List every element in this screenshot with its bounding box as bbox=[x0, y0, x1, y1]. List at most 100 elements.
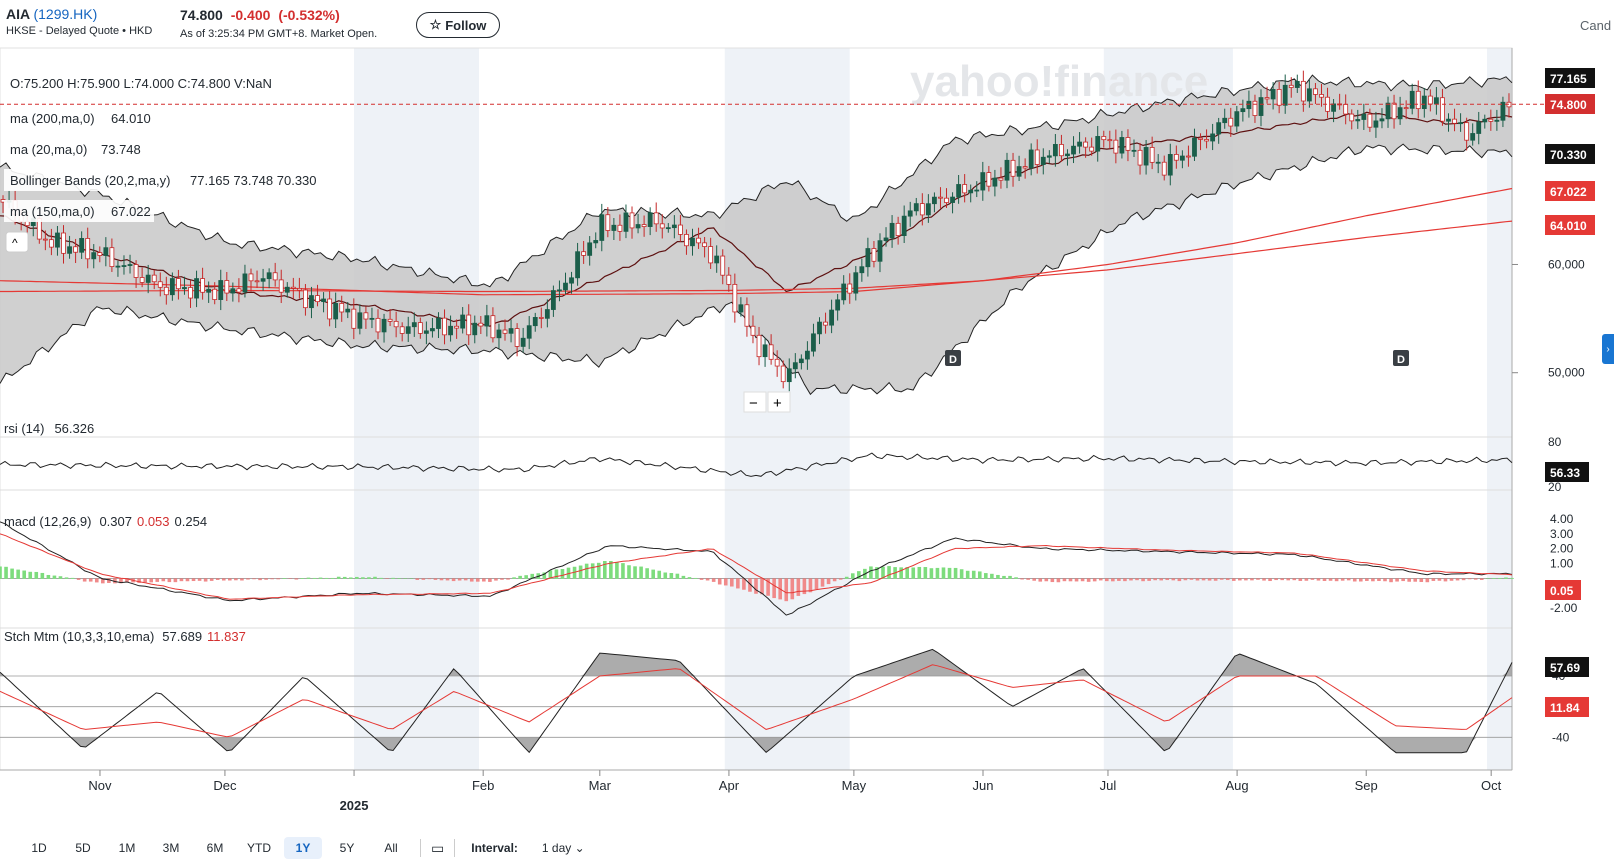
macd-histogram-bar bbox=[1340, 578, 1345, 581]
candlestick bbox=[1119, 130, 1125, 159]
candle-body bbox=[1331, 103, 1336, 112]
range-button-1d[interactable]: 1D bbox=[31, 841, 47, 855]
range-button-all[interactable]: All bbox=[384, 841, 398, 855]
candle-body bbox=[859, 266, 865, 274]
candle-body bbox=[1131, 149, 1137, 152]
rsi-line bbox=[0, 452, 1513, 477]
range-button-1y[interactable]: 1Y bbox=[284, 837, 322, 859]
candlestick bbox=[974, 181, 980, 198]
current-price: 74.800 bbox=[180, 7, 223, 23]
ma150-legend[interactable]: ma (150,ma,0) 67.022 bbox=[4, 200, 154, 222]
range-button-3m[interactable]: 3M bbox=[162, 841, 180, 855]
symbol-ticker[interactable]: (1299.HK) bbox=[33, 6, 98, 22]
macd-histogram-bar bbox=[1268, 578, 1272, 582]
candle-body bbox=[744, 304, 750, 327]
macd-histogram-bar bbox=[179, 578, 184, 582]
range-button-6m[interactable]: 6M bbox=[206, 841, 224, 855]
candlestick bbox=[702, 236, 707, 258]
macd-histogram-bar bbox=[1062, 578, 1067, 582]
candlestick bbox=[968, 184, 974, 203]
candle-body bbox=[206, 288, 212, 293]
macd-histogram-bar bbox=[300, 578, 305, 579]
candle-body bbox=[1258, 97, 1264, 116]
dividend-marker[interactable]: D bbox=[1393, 350, 1409, 366]
candle-body bbox=[938, 196, 943, 199]
macd-histogram-bar bbox=[1492, 578, 1496, 579]
macd-histogram-bar bbox=[512, 577, 516, 579]
range-button-1m[interactable]: 1M bbox=[118, 841, 136, 855]
macd-histogram-bar bbox=[1449, 578, 1454, 581]
candle-body bbox=[315, 295, 320, 303]
candle-body bbox=[357, 312, 363, 329]
candle-body bbox=[1282, 84, 1288, 106]
candlestick bbox=[950, 192, 955, 214]
chart-type-selector[interactable]: Cand bbox=[1580, 18, 1612, 33]
ma20-legend[interactable]: ma (20,ma,0) 73.748 bbox=[4, 138, 144, 160]
zoom-out-button[interactable] bbox=[743, 391, 767, 413]
candle-body bbox=[659, 223, 665, 229]
candle-body bbox=[1028, 149, 1034, 169]
collapse-legend-button[interactable]: ^ bbox=[5, 231, 29, 253]
rsi-tick-label: 20 bbox=[1548, 480, 1562, 494]
candlestick bbox=[1476, 111, 1482, 145]
macd-histogram-bar bbox=[101, 578, 105, 584]
candlestick bbox=[508, 319, 514, 343]
chevron-down-icon: ⌄ bbox=[574, 841, 585, 855]
macd-histogram-bar bbox=[1050, 578, 1055, 583]
stch2-badge-text: 11.84 bbox=[1550, 701, 1580, 715]
candlestick bbox=[1016, 155, 1022, 181]
bb-legend[interactable]: Bollinger Bands (20,2,ma,y) 77.165 73.74… bbox=[4, 169, 329, 191]
macd-histogram-bar bbox=[197, 578, 202, 581]
candlestick bbox=[726, 267, 732, 292]
candle-body bbox=[472, 322, 478, 336]
macd-histogram-bar bbox=[693, 577, 698, 579]
candle-body bbox=[309, 295, 314, 309]
follow-button[interactable]: ☆ Follow bbox=[416, 12, 500, 38]
macd-histogram-bar bbox=[137, 578, 141, 583]
x-tick-label: 2025 bbox=[340, 798, 369, 813]
dividend-marker[interactable]: D bbox=[945, 350, 961, 366]
interval-dropdown[interactable]: 1 day ⌄ bbox=[542, 841, 585, 855]
side-panel-toggle[interactable]: › bbox=[1602, 334, 1614, 364]
macd-histogram-bar bbox=[681, 575, 686, 579]
candlestick bbox=[617, 214, 623, 241]
candle-body bbox=[792, 362, 798, 370]
candle-body bbox=[817, 321, 822, 335]
candle-body bbox=[1349, 113, 1355, 122]
candle-body bbox=[1089, 146, 1095, 152]
candlestick bbox=[97, 246, 103, 263]
candlestick bbox=[1173, 145, 1179, 169]
candlestick bbox=[1040, 148, 1046, 175]
candlestick bbox=[1137, 142, 1143, 175]
macd-histogram-bar bbox=[167, 578, 172, 583]
macd-histogram-bar bbox=[1244, 578, 1248, 581]
candlestick bbox=[944, 188, 949, 208]
candlestick bbox=[1052, 134, 1058, 167]
candlestick bbox=[466, 304, 472, 345]
calendar-icon[interactable]: ▭ bbox=[431, 839, 445, 856]
macd-histogram-bar bbox=[1195, 578, 1200, 581]
macd-histogram-bar bbox=[391, 577, 395, 579]
range-button-5d[interactable]: 5D bbox=[75, 841, 91, 855]
macd-histogram-bar bbox=[869, 566, 873, 579]
macd-histogram-bar bbox=[1231, 578, 1236, 581]
ma200-label: ma (200,ma,0) bbox=[10, 111, 95, 126]
candle-body bbox=[684, 234, 689, 247]
candle-body bbox=[1288, 84, 1294, 88]
candle-body bbox=[1216, 122, 1222, 135]
as-of-time: As of 3:25:34 PM GMT+8. Market Open. bbox=[180, 28, 378, 40]
range-button-5y[interactable]: 5Y bbox=[339, 841, 355, 855]
candle-body bbox=[1161, 161, 1167, 176]
zoom-in-button[interactable] bbox=[767, 391, 791, 413]
macd-histogram-bar bbox=[1201, 578, 1206, 581]
price-change-pct: (-0.532%) bbox=[278, 7, 340, 23]
ma200-legend[interactable]: ma (200,ma,0) 64.010 bbox=[4, 107, 154, 129]
candle-body bbox=[200, 278, 206, 293]
candle-body bbox=[284, 286, 290, 293]
candlestick bbox=[1282, 74, 1288, 114]
candlestick bbox=[1004, 152, 1010, 189]
stock-chart[interactable]: yahoo!finance 50,000 60,000 80 20 4.003.002.… bbox=[0, 0, 1614, 832]
range-button-ytd[interactable]: YTD bbox=[247, 841, 271, 855]
candle-body bbox=[581, 251, 587, 256]
macd-histogram-bar bbox=[1371, 578, 1375, 582]
